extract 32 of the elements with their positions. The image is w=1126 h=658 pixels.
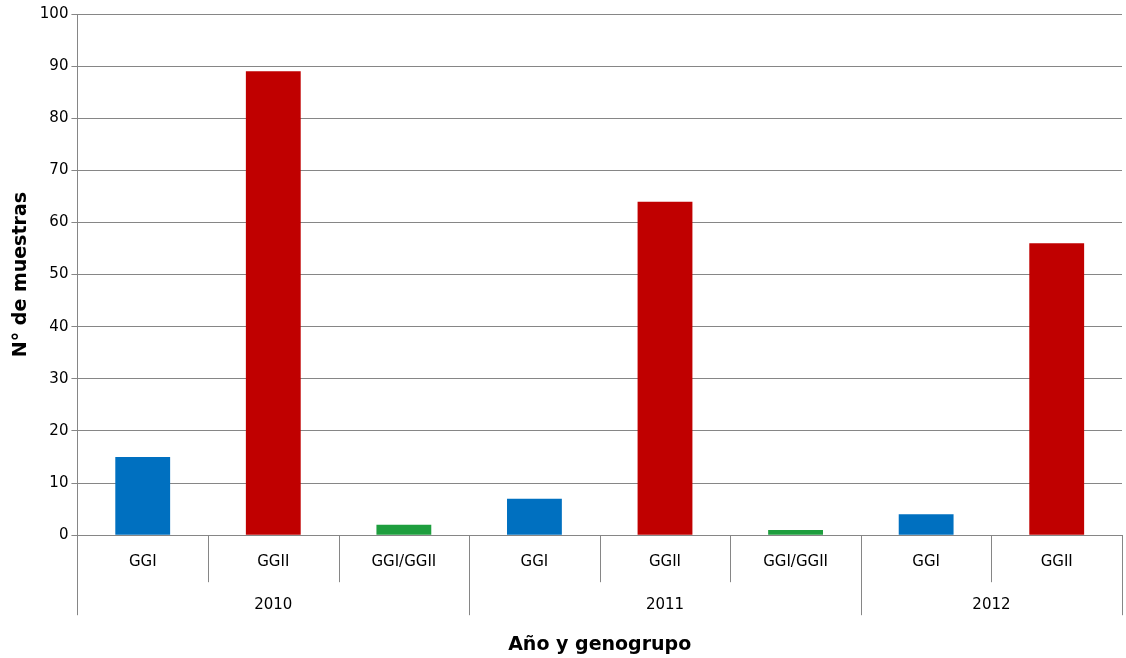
x-tick-label: GGI/GGII bbox=[371, 552, 437, 571]
y-tick-label: 50 bbox=[49, 264, 69, 283]
bar bbox=[115, 457, 171, 535]
bar bbox=[637, 201, 693, 535]
y-tick-label: 80 bbox=[49, 108, 69, 127]
y-tick-label: 70 bbox=[49, 160, 69, 179]
bar bbox=[898, 514, 954, 535]
x-tick-label: GGI bbox=[128, 552, 157, 571]
y-tick-label: 60 bbox=[49, 212, 69, 231]
x-tick-label: GGII bbox=[648, 552, 682, 571]
x-tick-label: GGI/GGII bbox=[763, 552, 828, 571]
bar bbox=[507, 498, 562, 535]
x-tick-label: GGI bbox=[520, 552, 549, 571]
y-tick-label: 30 bbox=[49, 368, 69, 387]
text: 2010 bbox=[254, 595, 293, 614]
text: 2011 bbox=[645, 595, 685, 614]
y-tick-label: 10 bbox=[49, 472, 69, 491]
y-tick-label: 0 bbox=[58, 525, 69, 544]
x-tick-label: GGI bbox=[912, 552, 940, 571]
bar bbox=[376, 524, 432, 535]
y-tick-label: 90 bbox=[49, 56, 69, 75]
x-tick-label: GGII bbox=[1040, 552, 1073, 571]
y-tick-label: 100 bbox=[39, 3, 69, 22]
x-tick-label: GGII bbox=[257, 552, 290, 571]
bar bbox=[768, 529, 823, 535]
y-tick-label: 20 bbox=[49, 420, 69, 439]
text: 2012 bbox=[972, 595, 1011, 614]
bar bbox=[245, 71, 301, 535]
bar bbox=[1029, 243, 1085, 535]
y-tick-label: 40 bbox=[49, 316, 69, 335]
x-axis-title: Año y genogrupo bbox=[508, 631, 692, 654]
y-axis-title: N° de muestras bbox=[8, 191, 31, 358]
